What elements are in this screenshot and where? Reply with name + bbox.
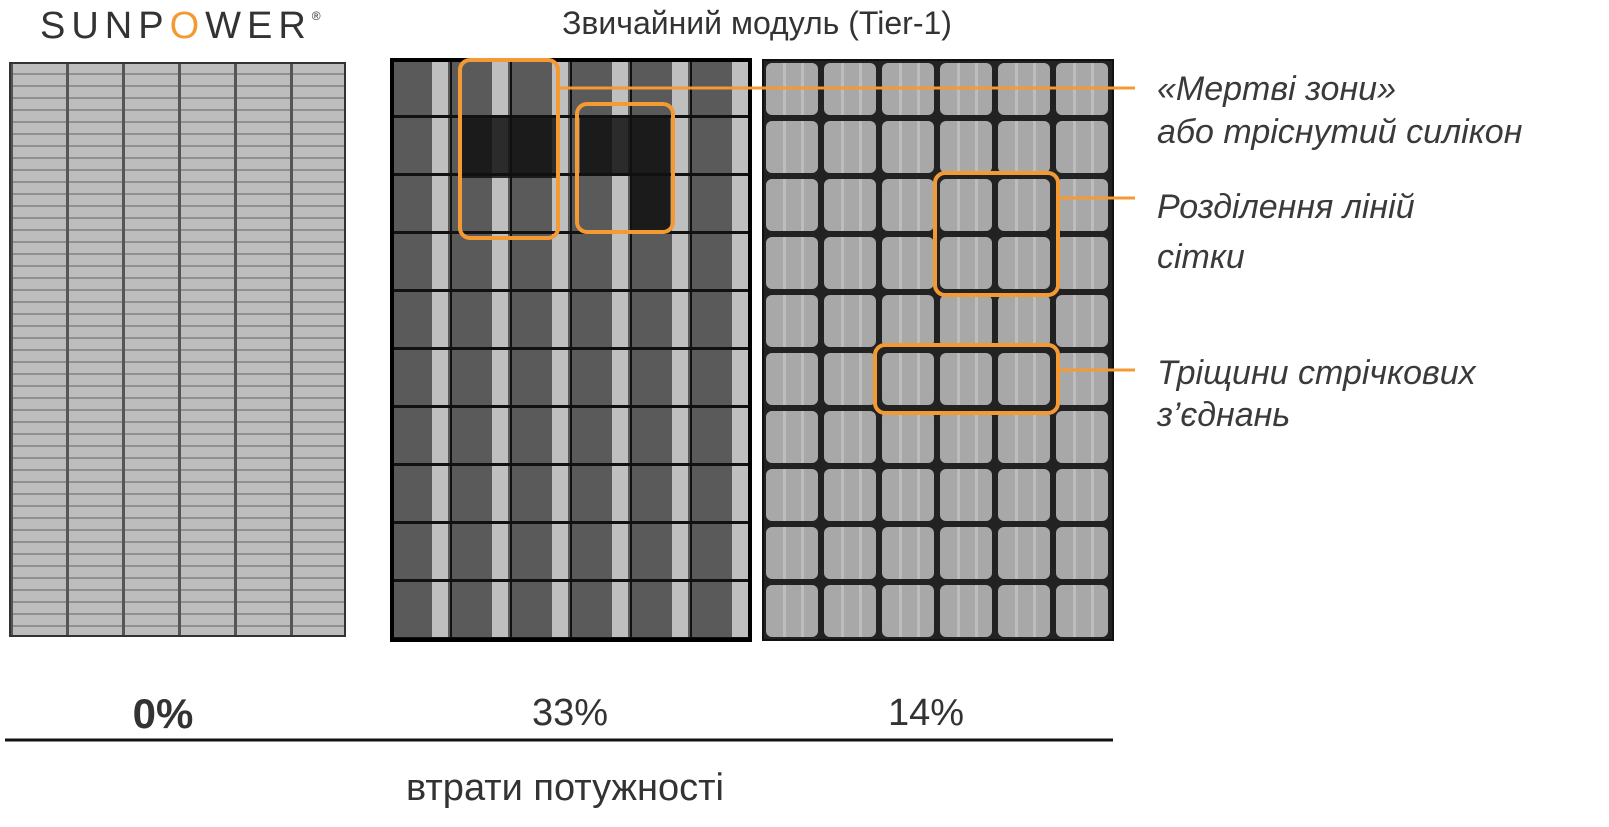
logo-mark: ® (312, 9, 327, 23)
highlight-box (933, 171, 1060, 297)
panel-sunpower (9, 62, 346, 637)
annotation: «Мертві зони» (1157, 70, 1396, 108)
highlight-box (873, 343, 1060, 415)
dead-zone (630, 175, 670, 230)
panel-tier1-a (390, 58, 752, 642)
footer-label: втрати потужності (406, 767, 724, 809)
logo-part: WER (205, 5, 312, 47)
highlight-box (458, 58, 560, 240)
annotation: Розділення ліній (1157, 188, 1415, 226)
panel-tier1-b (762, 59, 1114, 641)
annotation: з’єднань (1156, 396, 1290, 434)
logo-part: SUNP (40, 5, 170, 47)
dead-zone (462, 118, 556, 178)
highlight-box (575, 102, 675, 234)
annotation: Тріщини стрічкових (1157, 354, 1477, 392)
header-title: Звичайний модуль (Tier-1) (562, 5, 952, 41)
loss-value: 0% (133, 690, 194, 737)
loss-value: 33% (532, 692, 608, 734)
annotation: сітки (1157, 238, 1245, 276)
loss-value: 14% (888, 692, 964, 734)
logo: SUNPOWER® (40, 5, 327, 47)
logo-part: O (170, 5, 206, 47)
dead-zone (580, 118, 670, 173)
annotation: або тріснутий силікон (1157, 113, 1523, 151)
